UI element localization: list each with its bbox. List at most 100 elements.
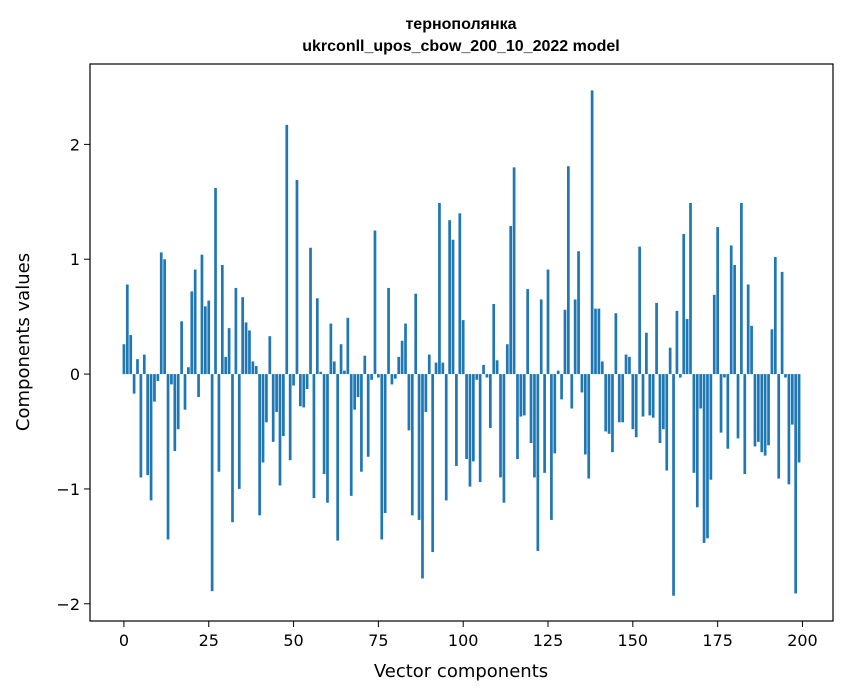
bar-65 — [343, 370, 346, 375]
bar-89 — [424, 374, 428, 412]
bar-186 — [753, 374, 757, 447]
bar-164 — [678, 374, 682, 378]
bar-90 — [427, 354, 431, 375]
bar-58 — [319, 371, 323, 375]
bar-92 — [434, 362, 438, 375]
bar-127 — [553, 374, 557, 454]
bar-31 — [227, 328, 231, 375]
bar-185 — [750, 325, 753, 375]
bar-98 — [455, 374, 458, 466]
bar-147 — [621, 374, 625, 423]
bar-160 — [665, 374, 669, 471]
bar-103 — [472, 374, 475, 462]
bar-174 — [712, 294, 716, 375]
bar-14 — [170, 374, 173, 385]
bar-22 — [197, 374, 200, 398]
bar-190 — [767, 374, 770, 446]
bar-166 — [685, 318, 689, 375]
bar-177 — [723, 374, 726, 378]
bar-69 — [356, 374, 360, 398]
x-tick-label-200: 200 — [787, 631, 818, 650]
bar-49 — [288, 374, 292, 461]
bar-38 — [251, 361, 255, 375]
bar-20 — [190, 291, 194, 375]
bar-151 — [634, 374, 638, 438]
bar-42 — [265, 374, 268, 423]
bar-56 — [312, 374, 316, 499]
y-tick-label--2: −2 — [56, 595, 80, 614]
bar-95 — [444, 374, 448, 501]
bar-193 — [777, 374, 781, 479]
bar-125 — [546, 269, 550, 375]
bar-52 — [298, 374, 302, 407]
bar-87 — [417, 374, 421, 520]
bar-133 — [573, 299, 577, 375]
bar-11 — [159, 252, 163, 375]
bar-180 — [733, 264, 736, 375]
bar-188 — [760, 374, 764, 453]
bar-23 — [200, 254, 204, 375]
bar-118 — [522, 374, 526, 416]
bar-158 — [658, 374, 662, 443]
bar-26 — [210, 374, 214, 592]
bar-156 — [651, 374, 655, 418]
bar-36 — [244, 322, 248, 375]
x-tick-label-50: 50 — [283, 631, 303, 650]
bar-131 — [567, 166, 570, 375]
bar-74 — [373, 230, 377, 375]
bar-172 — [706, 374, 709, 539]
bar-106 — [482, 364, 485, 375]
x-axis-label: Vector components — [374, 661, 548, 682]
bar-128 — [556, 370, 560, 375]
bar-139 — [594, 308, 597, 375]
bar-27 — [214, 188, 217, 375]
bar-21 — [193, 269, 197, 375]
bar-86 — [414, 293, 418, 375]
bar-62 — [332, 361, 336, 375]
bar-33 — [234, 287, 238, 375]
bar-191 — [770, 329, 774, 375]
bar-80 — [393, 374, 397, 379]
bar-155 — [648, 374, 652, 416]
bar-39 — [254, 366, 258, 375]
bar-136 — [583, 374, 587, 455]
bar-40 — [258, 374, 261, 516]
bar-149 — [628, 356, 631, 375]
bar-46 — [278, 374, 282, 486]
bar-64 — [339, 344, 343, 375]
bar-47 — [282, 374, 285, 437]
bar-72 — [366, 374, 370, 457]
bar-70 — [360, 374, 363, 472]
bar-135 — [580, 374, 584, 393]
bar-41 — [261, 374, 265, 463]
bar-119 — [526, 289, 530, 375]
bar-93 — [438, 202, 441, 375]
bar-77 — [383, 374, 387, 514]
bar-57 — [315, 298, 319, 375]
chart-title: тернополянка — [405, 16, 516, 33]
bar-187 — [757, 374, 760, 442]
bar-100 — [461, 320, 465, 375]
bar-28 — [217, 374, 221, 472]
bar-142 — [604, 374, 608, 432]
bar-122 — [536, 374, 540, 551]
bar-7 — [146, 374, 150, 476]
bar-194 — [780, 271, 784, 375]
bar-167 — [689, 202, 692, 375]
bar-171 — [702, 374, 706, 543]
bar-53 — [302, 374, 306, 408]
bar-51 — [295, 179, 299, 375]
bar-series — [122, 90, 801, 596]
bar-30 — [224, 356, 228, 375]
bar-104 — [475, 374, 479, 380]
bar-184 — [746, 284, 750, 375]
bar-82 — [400, 340, 404, 375]
bar-37 — [248, 330, 251, 375]
bar-138 — [590, 90, 594, 375]
bar-199 — [797, 374, 801, 463]
bar-78 — [387, 287, 390, 375]
bar-181 — [736, 374, 740, 439]
bar-169 — [695, 374, 699, 508]
x-tick-label-75: 75 — [368, 631, 388, 650]
bar-29 — [220, 264, 224, 375]
